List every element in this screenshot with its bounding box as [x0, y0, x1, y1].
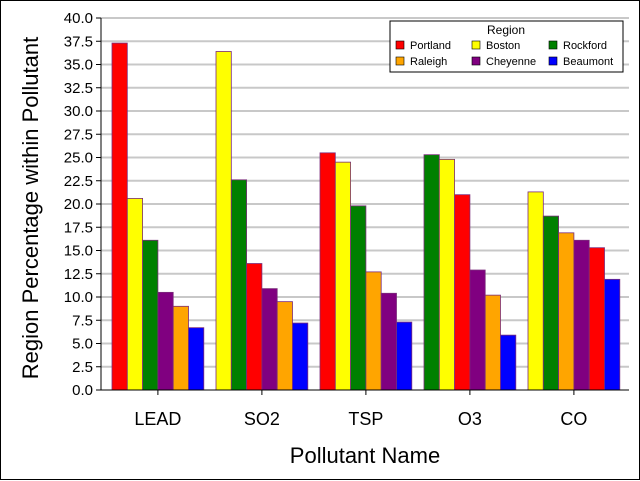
bar-lead-rockford [142, 239, 159, 391]
legend: Region Portland Boston Rockford Raleigh Chey… [389, 20, 624, 73]
legend-label-beaumont: Beaumont [563, 56, 613, 68]
legend-swatch-cheyenne [471, 56, 481, 66]
bar-tsp-portland [319, 152, 336, 391]
bars [111, 42, 621, 391]
x-tick-label: CO [560, 409, 587, 429]
legend-title: Region [487, 23, 525, 37]
y-tick-label: 22.5 [64, 173, 93, 190]
bar-co-raleigh [558, 232, 575, 391]
bar-co-beaumont [604, 278, 621, 391]
bar-tsp-cheyenne [380, 292, 397, 391]
bar-tsp-raleigh [365, 271, 382, 391]
axes: 0.0 2.5 5.0 7.5 10.0 12.5 15.0 17.5 20.0 22.5 25.0… [64, 10, 629, 429]
bar-o3-portland [454, 194, 471, 391]
legend-swatch-rockford [548, 40, 558, 50]
y-tick-label: 35.0 [64, 57, 93, 74]
bar-so2-beaumont [292, 322, 309, 391]
bar-co-rockford [542, 215, 559, 391]
x-tick-label: O3 [458, 409, 482, 429]
bar-so2-cheyenne [261, 288, 278, 391]
y-tick-label: 0.0 [72, 382, 93, 399]
legend-swatch-beaumont [548, 56, 558, 66]
y-tick-label: 12.5 [64, 266, 93, 283]
y-tick-label: 37.5 [64, 33, 93, 50]
x-tick-label: TSP [348, 409, 383, 429]
bar-lead-boston [126, 198, 144, 391]
y-tick-label: 27.5 [64, 126, 93, 143]
bar-lead-cheyenne [157, 291, 174, 391]
legend-label-portland: Portland [410, 40, 451, 52]
bar-tsp-boston [334, 161, 351, 391]
y-tick-label: 40.0 [64, 10, 93, 27]
bar-co-portland [588, 247, 605, 391]
bar-so2-boston [215, 51, 232, 391]
y-axis-title: Region Percentage within Pollutant [18, 37, 43, 379]
legend-swatch-boston [471, 40, 481, 50]
bar-co-boston [527, 191, 544, 391]
y-tick-label: 30.0 [64, 103, 93, 120]
y-tick-label: 7.5 [72, 312, 93, 329]
bar-so2-raleigh [276, 301, 293, 391]
bar-o3-cheyenne [469, 269, 486, 391]
y-tick-label: 20.0 [64, 196, 93, 213]
bar-lead-raleigh [172, 305, 189, 391]
y-tick-label: 15.0 [64, 243, 93, 260]
bar-o3-beaumont [500, 334, 517, 391]
bar-so2-portland [246, 263, 263, 391]
x-tick-label: LEAD [134, 409, 181, 429]
bar-o3-rockford [423, 154, 440, 391]
y-tick-label: 5.0 [72, 336, 93, 353]
bar-o3-raleigh [484, 294, 501, 391]
legend-label-cheyenne: Cheyenne [486, 56, 536, 68]
legend-swatch-raleigh [395, 56, 405, 66]
bar-lead-portland [111, 42, 128, 391]
x-axis-title: Pollutant Name [290, 443, 440, 468]
y-tick-label: 25.0 [64, 150, 93, 167]
y-tick-label: 32.5 [64, 80, 93, 97]
legend-label-raleigh: Raleigh [410, 56, 447, 68]
bar-so2-rockford [230, 179, 248, 391]
bar-lead-beaumont [188, 327, 205, 391]
bar-tsp-rockford [350, 205, 367, 391]
y-tick-label: 2.5 [72, 359, 93, 376]
y-tick-label: 17.5 [64, 219, 93, 236]
legend-box [389, 20, 624, 73]
legend-label-rockford: Rockford [563, 40, 607, 52]
y-tick-label: 10.0 [64, 289, 93, 306]
x-tick-label: SO2 [244, 409, 280, 429]
legend-swatch-portland [395, 40, 405, 50]
legend-label-boston: Boston [486, 40, 520, 52]
bar-o3-boston [438, 158, 455, 391]
bar-tsp-beaumont [396, 321, 413, 391]
bar-co-cheyenne [573, 239, 590, 391]
